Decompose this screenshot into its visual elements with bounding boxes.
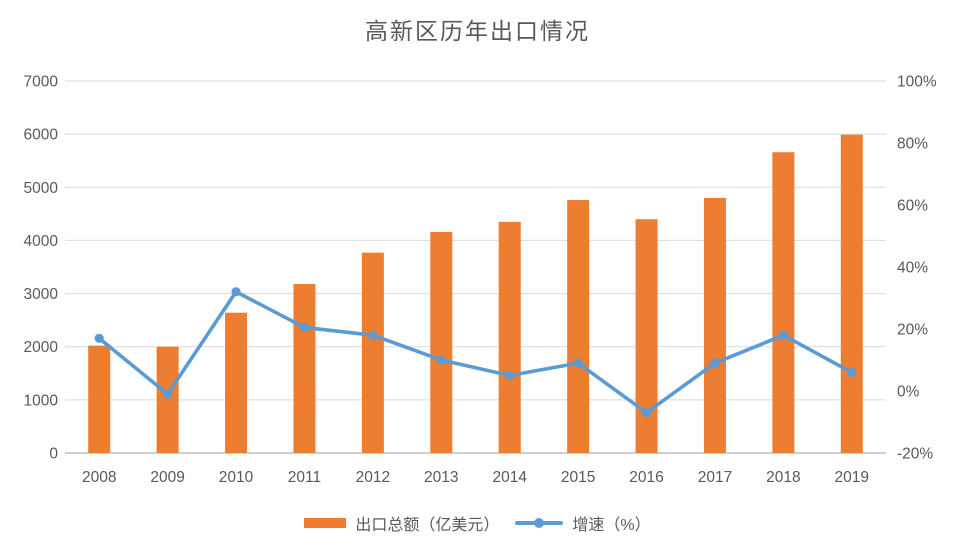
right-axis-tick-80%: 80% [897,136,928,153]
left-axis-tick-3000: 3000 [24,286,59,303]
right-axis-tick-60%: 60% [897,198,928,215]
x-axis-label-2019: 2019 [835,469,869,486]
growth-point-2016 [641,408,652,418]
x-axis-label-2010: 2010 [219,469,254,486]
growth-point-2010 [231,287,241,297]
left-axis-tick-4000: 4000 [24,233,59,250]
right-axis-tick-40%: 40% [897,260,928,277]
x-axis-label-2014: 2014 [492,469,527,486]
x-axis-label-2009: 2009 [150,469,184,486]
bar-2013 [430,231,453,453]
growth-point-2014 [505,370,515,381]
line-marker-icon [534,518,545,528]
growth-line [97,289,854,415]
bar-2018 [772,152,795,453]
bar-2009 [156,346,179,453]
growth-point-2017 [710,358,720,368]
x-axis-label-2008: 2008 [82,469,116,486]
left-axis-tick-0: 0 [49,446,58,463]
x-axis-label-2018: 2018 [766,469,800,486]
line-series-swatch-icon [515,518,564,528]
growth-point-2011 [299,322,310,333]
x-axis-label-2017: 2017 [698,469,732,486]
growth-point-2013 [436,355,446,365]
left-axis-tick-7000: 7000 [24,74,59,91]
growth-point-2008 [94,333,104,343]
bar-2014 [498,221,521,453]
bar-2015 [567,200,590,453]
x-axis-label-2011: 2011 [288,469,321,486]
left-axis-tick-6000: 6000 [24,127,59,144]
right-axis-tick-0%: 0% [897,384,920,401]
left-axis-tick-5000: 5000 [24,180,59,197]
left-axis-tick-1000: 1000 [24,392,59,409]
right-axis-tick-100%: 100% [897,74,937,91]
chart-legend: 出口总额（亿美元） 增速（%） [0,511,955,535]
x-axis-label-2013: 2013 [424,469,458,486]
bar-2012 [361,252,384,453]
bar-2017 [703,197,726,453]
growth-point-2012 [368,330,378,340]
legend-item-exports: 出口总额（亿美元） [304,511,499,535]
bar-2011 [293,284,316,453]
bar-series-swatch-icon [304,518,347,528]
right-axis-tick--20%: -20% [897,446,933,463]
right-axis-tick-20%: 20% [897,322,928,339]
growth-point-2018 [778,330,788,340]
chart-title: 高新区历年出口情况 [365,18,590,44]
legend-item-growth: 增速（%） [515,511,651,535]
growth-point-2015 [573,358,583,368]
x-axis-label-2015: 2015 [561,469,595,486]
x-axis-label-2012: 2012 [356,469,390,486]
growth-point-2009 [163,389,173,399]
legend-label-growth: 增速（%） [572,517,651,534]
bar-2019 [840,134,863,453]
x-axis-label-2016: 2016 [629,469,663,486]
bar-2016 [635,219,658,453]
growth-point-2019 [847,367,857,377]
legend-label-exports: 出口总额（亿美元） [355,517,500,534]
bar-2010 [225,312,248,453]
left-axis-tick-2000: 2000 [24,339,59,356]
bar-2008 [88,345,111,453]
